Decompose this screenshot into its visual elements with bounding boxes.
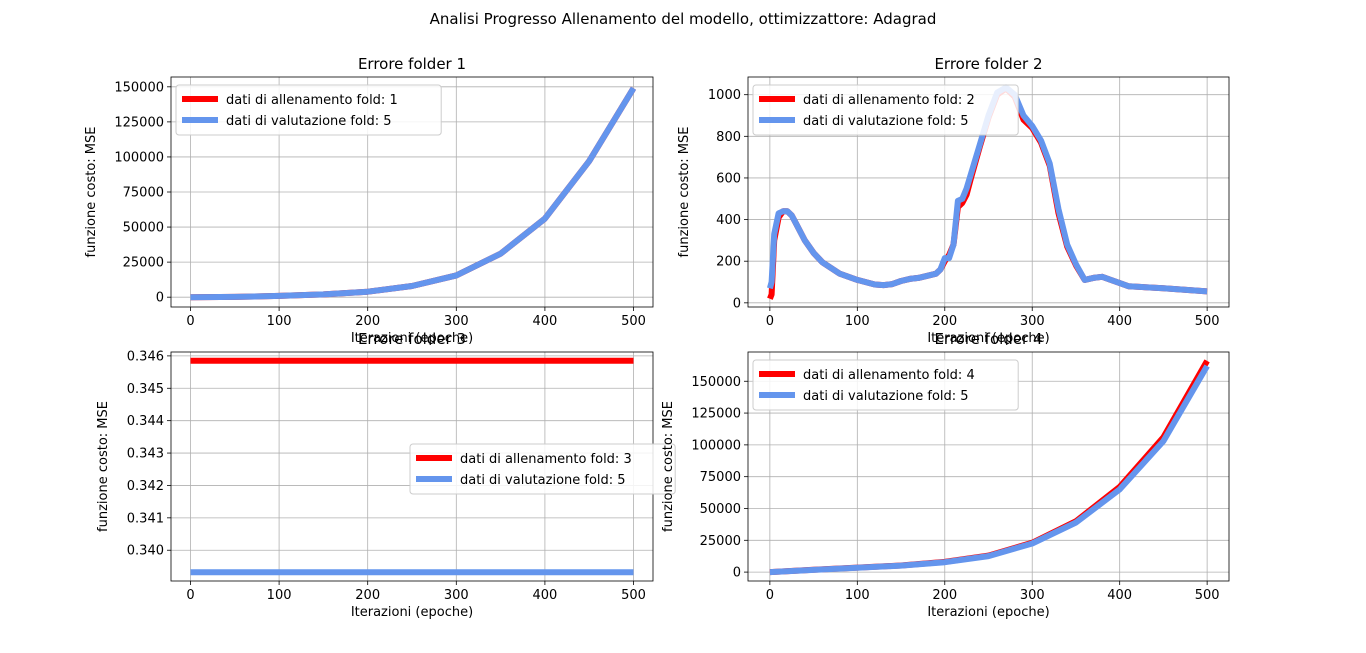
legend-label: dati di valutazione fold: 5	[460, 473, 626, 488]
x-tick-label: 0	[186, 588, 194, 603]
subplot-1: 0 100 200 300 400 500 0 25000 50000 75000 100000 12…	[84, 55, 654, 346]
figure-suptitle: Analisi Progresso Allenamento del modell…	[430, 10, 937, 28]
y-tick-label: 125000	[691, 407, 741, 422]
x-tick-label: 400	[1107, 588, 1132, 603]
y-tick-label: 100000	[114, 150, 164, 165]
legend-label: dati di allenamento fold: 3	[460, 452, 632, 467]
x-tick-label: 0	[766, 588, 774, 603]
y-tick-label: 0.341	[127, 511, 164, 526]
x-tick-label: 300	[1020, 314, 1045, 329]
y-tick-label: 0.345	[127, 382, 164, 397]
x-tick-label: 400	[532, 314, 557, 329]
x-tick-label: 300	[444, 588, 469, 603]
x-axis-label: Iterazioni (epoche)	[351, 331, 473, 346]
y-axis-label: funzione costo: MSE	[96, 401, 111, 532]
y-axis-label: funzione costo: MSE	[84, 127, 99, 258]
legend-box	[409, 443, 676, 495]
series-line-valid	[769, 364, 1210, 576]
y-tick-label: 25000	[123, 256, 164, 271]
y-axis-label: funzione costo: MSE	[677, 127, 692, 258]
y-tick-label: 800	[716, 130, 741, 145]
y-tick-label: 75000	[700, 470, 741, 485]
y-tick-label: 50000	[700, 502, 741, 517]
x-tick-label: 100	[267, 314, 292, 329]
legend-label: dati di allenamento fold: 1	[226, 93, 398, 108]
x-axis-label: Iterazioni (epoche)	[927, 605, 1049, 620]
axes-frame	[747, 351, 1230, 582]
legend-label: dati di valutazione fold: 5	[803, 389, 969, 404]
y-tick-label: 100000	[691, 438, 741, 453]
y-tick-label: 150000	[114, 80, 164, 95]
subplot-title: Errore folder 1	[358, 55, 466, 73]
y-tick-label: 50000	[123, 221, 164, 236]
x-tick-label: 400	[532, 588, 557, 603]
x-tick-label: 500	[621, 588, 646, 603]
y-tick-label: 0.342	[127, 479, 164, 494]
x-tick-label: 100	[845, 314, 870, 329]
x-tick-label: 500	[1195, 314, 1220, 329]
y-tick-label: 150000	[691, 375, 741, 390]
x-axis-label: Iterazioni (epoche)	[351, 605, 473, 620]
legend: dati di allenamento fold: 2 dati di valut…	[752, 84, 1019, 136]
x-tick-label: 0	[766, 314, 774, 329]
legend: dati di allenamento fold: 4 dati di valut…	[752, 359, 1019, 411]
y-tick-label: 0.340	[127, 544, 164, 559]
y-tick-label: 0.343	[127, 447, 164, 462]
x-tick-label: 300	[1020, 588, 1045, 603]
y-tick-label: 600	[716, 171, 741, 186]
y-tick-label: 400	[716, 213, 741, 228]
x-tick-label: 200	[932, 314, 957, 329]
legend: dati di allenamento fold: 3 dati di valut…	[409, 443, 676, 495]
legend-box	[752, 359, 1019, 411]
x-tick-label: 0	[186, 314, 194, 329]
y-tick-label: 125000	[114, 115, 164, 130]
y-tick-label: 0	[156, 291, 164, 306]
series-line-valid	[190, 86, 637, 301]
subplot-4: 0 100 200 300 400 500 0 25000 50000 75000 100000 12…	[661, 330, 1230, 620]
y-tick-label: 25000	[700, 534, 741, 549]
x-tick-label: 200	[355, 314, 380, 329]
y-tick-label: 0	[733, 566, 741, 581]
x-tick-label: 200	[932, 588, 957, 603]
x-tick-label: 400	[1107, 314, 1132, 329]
legend-label: dati di valutazione fold: 5	[803, 114, 969, 129]
legend-box	[752, 84, 1019, 136]
subplot-title: Errore folder 2	[934, 55, 1042, 73]
y-tick-label: 0.346	[127, 349, 164, 364]
x-tick-label: 500	[621, 314, 646, 329]
legend-label: dati di allenamento fold: 4	[803, 368, 975, 383]
y-tick-label: 0.344	[127, 414, 164, 429]
y-tick-label: 1000	[708, 88, 741, 103]
axes-frame	[747, 76, 1230, 308]
series-line-valid	[767, 84, 1208, 295]
legend-label: dati di allenamento fold: 2	[803, 93, 975, 108]
x-tick-label: 100	[845, 588, 870, 603]
y-tick-label: 200	[716, 255, 741, 270]
y-axis-label: funzione costo: MSE	[661, 401, 676, 532]
subplot-title: Errore folder 4	[934, 330, 1042, 348]
legend-label: dati di valutazione fold: 5	[226, 114, 392, 129]
y-tick-label: 75000	[123, 186, 164, 201]
x-tick-label: 500	[1195, 588, 1220, 603]
x-tick-label: 300	[444, 314, 469, 329]
x-axis-label: Iterazioni (epoche)	[927, 331, 1049, 346]
subplot-3: 0 100 200 300 400 500 0.340 0.341 0.342 0.343 0.34…	[96, 330, 676, 620]
legend-box	[175, 84, 442, 136]
subplot-2: 0 100 200 300 400 500 0 200 400 600 800 1000 Errore …	[677, 55, 1230, 346]
legend: dati di allenamento fold: 1 dati di valut…	[175, 84, 442, 136]
y-tick-label: 0	[733, 296, 741, 311]
x-tick-label: 100	[267, 588, 292, 603]
x-tick-label: 200	[355, 588, 380, 603]
subplot-title: Errore folder 3	[358, 330, 466, 348]
